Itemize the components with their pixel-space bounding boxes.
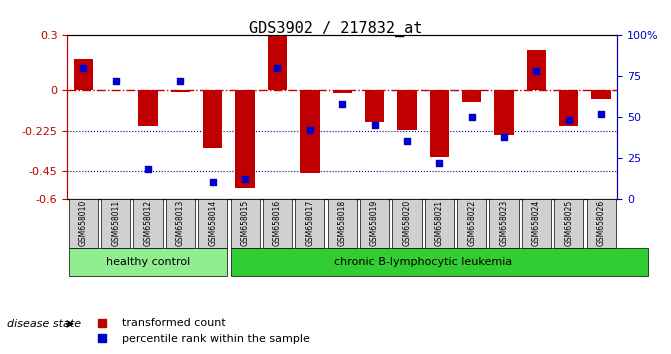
Text: GSM658010: GSM658010 bbox=[79, 200, 88, 246]
Bar bbox=[236, 90, 255, 188]
Point bbox=[305, 127, 315, 133]
Legend: transformed count, percentile rank within the sample: transformed count, percentile rank withi… bbox=[86, 314, 314, 348]
Point bbox=[143, 166, 154, 172]
FancyBboxPatch shape bbox=[327, 199, 357, 247]
Bar bbox=[170, 90, 190, 92]
Bar bbox=[74, 59, 93, 90]
FancyBboxPatch shape bbox=[586, 199, 616, 247]
FancyBboxPatch shape bbox=[489, 199, 519, 247]
FancyBboxPatch shape bbox=[198, 199, 227, 247]
FancyBboxPatch shape bbox=[554, 199, 583, 247]
FancyBboxPatch shape bbox=[231, 247, 648, 276]
Bar bbox=[138, 90, 158, 126]
Text: GSM658026: GSM658026 bbox=[597, 200, 606, 246]
FancyBboxPatch shape bbox=[393, 199, 421, 247]
Point bbox=[337, 101, 348, 107]
Point bbox=[78, 65, 89, 71]
Point bbox=[466, 114, 477, 120]
Text: GSM658020: GSM658020 bbox=[403, 200, 411, 246]
FancyBboxPatch shape bbox=[134, 199, 162, 247]
FancyBboxPatch shape bbox=[457, 199, 486, 247]
FancyBboxPatch shape bbox=[295, 199, 324, 247]
Bar bbox=[268, 36, 287, 90]
Text: chronic B-lymphocytic leukemia: chronic B-lymphocytic leukemia bbox=[334, 257, 512, 267]
Point bbox=[175, 78, 186, 84]
Bar bbox=[591, 90, 611, 99]
FancyBboxPatch shape bbox=[231, 199, 260, 247]
Point bbox=[531, 68, 541, 74]
Point bbox=[240, 176, 250, 182]
FancyBboxPatch shape bbox=[166, 199, 195, 247]
Point bbox=[207, 179, 218, 185]
Point bbox=[434, 160, 445, 166]
Bar bbox=[527, 50, 546, 90]
Text: GSM658014: GSM658014 bbox=[208, 200, 217, 246]
Text: GSM658011: GSM658011 bbox=[111, 200, 120, 246]
FancyBboxPatch shape bbox=[360, 199, 389, 247]
Bar bbox=[203, 90, 223, 148]
Bar bbox=[462, 90, 481, 103]
Bar bbox=[300, 90, 319, 173]
Bar bbox=[333, 90, 352, 93]
Text: GSM658017: GSM658017 bbox=[305, 200, 314, 246]
Text: GSM658015: GSM658015 bbox=[241, 200, 250, 246]
Text: GDS3902 / 217832_at: GDS3902 / 217832_at bbox=[249, 21, 422, 38]
Text: GSM658021: GSM658021 bbox=[435, 200, 444, 246]
Text: GSM658023: GSM658023 bbox=[499, 200, 509, 246]
Point bbox=[110, 78, 121, 84]
Text: GSM658013: GSM658013 bbox=[176, 200, 185, 246]
Bar bbox=[397, 90, 417, 130]
Text: GSM658024: GSM658024 bbox=[532, 200, 541, 246]
Text: disease state: disease state bbox=[7, 319, 81, 329]
FancyBboxPatch shape bbox=[522, 199, 551, 247]
Text: GSM658022: GSM658022 bbox=[467, 200, 476, 246]
Point bbox=[564, 118, 574, 123]
FancyBboxPatch shape bbox=[68, 247, 227, 276]
Text: GSM658016: GSM658016 bbox=[273, 200, 282, 246]
Point bbox=[272, 65, 283, 71]
FancyBboxPatch shape bbox=[425, 199, 454, 247]
FancyBboxPatch shape bbox=[263, 199, 292, 247]
Text: GSM658025: GSM658025 bbox=[564, 200, 573, 246]
Point bbox=[369, 122, 380, 128]
Point bbox=[499, 134, 509, 139]
Bar bbox=[429, 90, 449, 157]
Text: GSM658012: GSM658012 bbox=[144, 200, 152, 246]
Bar bbox=[495, 90, 514, 135]
Point bbox=[401, 139, 412, 144]
Point bbox=[596, 111, 607, 116]
Text: GSM658019: GSM658019 bbox=[370, 200, 379, 246]
FancyBboxPatch shape bbox=[68, 199, 98, 247]
Bar bbox=[365, 90, 384, 122]
Bar bbox=[559, 90, 578, 126]
Text: healthy control: healthy control bbox=[106, 257, 190, 267]
FancyBboxPatch shape bbox=[101, 199, 130, 247]
Text: GSM658018: GSM658018 bbox=[338, 200, 347, 246]
